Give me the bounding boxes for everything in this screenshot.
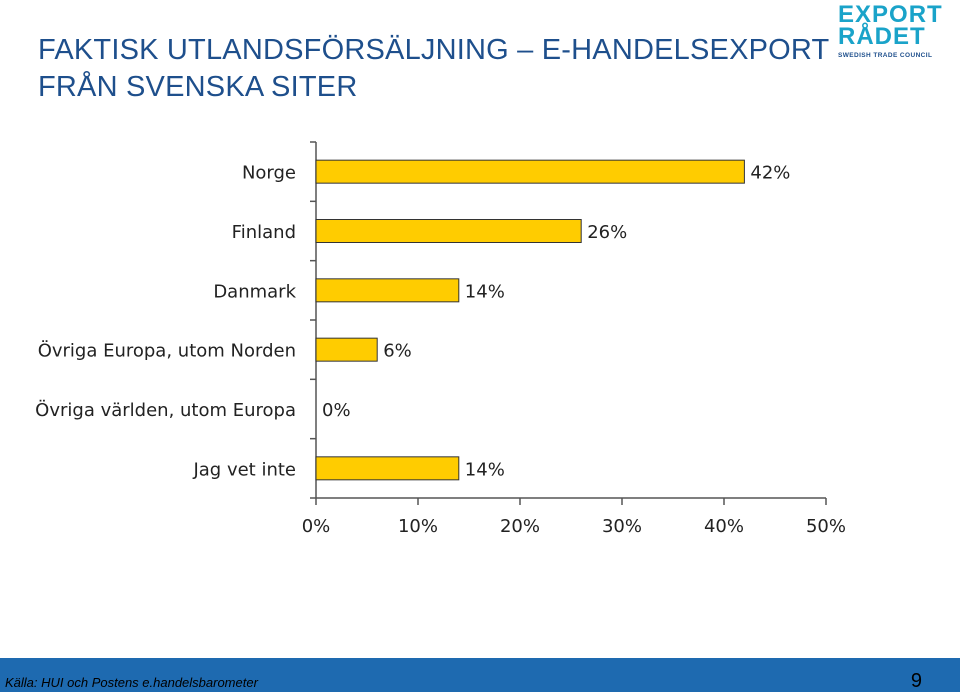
data-label: 6% bbox=[383, 341, 412, 362]
bar-3 bbox=[315, 337, 378, 362]
exportradet-logo: EXPORT RÅDET SWEDISH TRADE COUNCIL bbox=[838, 1, 943, 60]
data-label: 14% bbox=[465, 281, 505, 302]
footer-bar: Källa: HUI och Postens e.handelsbaromete… bbox=[0, 658, 960, 692]
category-label: Jag vet inte bbox=[192, 459, 296, 480]
category-label: Övriga Europa, utom Norden bbox=[38, 340, 296, 362]
bar-2 bbox=[315, 278, 460, 303]
logo-line1: EXPORT bbox=[838, 1, 943, 28]
category-label: Danmark bbox=[213, 281, 296, 302]
category-label: Norge bbox=[242, 163, 296, 184]
x-tick-label: 20% bbox=[500, 516, 540, 537]
category-label: Finland bbox=[232, 222, 296, 243]
logo-line3: SWEDISH TRADE COUNCIL bbox=[838, 52, 933, 59]
bar-chart: 0% 10% 20% 30% 40% 50% Norge 42% Finland 26% Danma… bbox=[35, 141, 846, 537]
page-title: FAKTISK UTLANDSFÖRSÄLJNING – E-HANDELSEX… bbox=[38, 32, 829, 106]
data-label: 0% bbox=[322, 400, 351, 421]
data-label: 42% bbox=[750, 163, 790, 184]
data-label: 14% bbox=[465, 459, 505, 480]
source-note: Källa: HUI och Postens e.handelsbaromete… bbox=[5, 675, 258, 690]
page-number: 9 bbox=[910, 670, 922, 692]
page-title-line2: FRÅN SVENSKA SITER bbox=[38, 71, 358, 103]
x-tick-label: 40% bbox=[704, 516, 744, 537]
bar-5 bbox=[315, 456, 460, 481]
category-label: Övriga världen, utom Europa bbox=[35, 399, 296, 421]
page-title-line1: FAKTISK UTLANDSFÖRSÄLJNING – E-HANDELSEX… bbox=[38, 34, 830, 66]
bar-1 bbox=[315, 219, 582, 243]
x-tick-label: 10% bbox=[398, 516, 438, 537]
data-label: 26% bbox=[587, 222, 627, 243]
bar-0 bbox=[315, 159, 745, 184]
x-tick-label: 30% bbox=[602, 516, 642, 537]
logo-line2: RÅDET bbox=[838, 23, 926, 50]
x-tick-label: 0% bbox=[302, 516, 331, 537]
x-tick-label: 50% bbox=[806, 516, 846, 537]
